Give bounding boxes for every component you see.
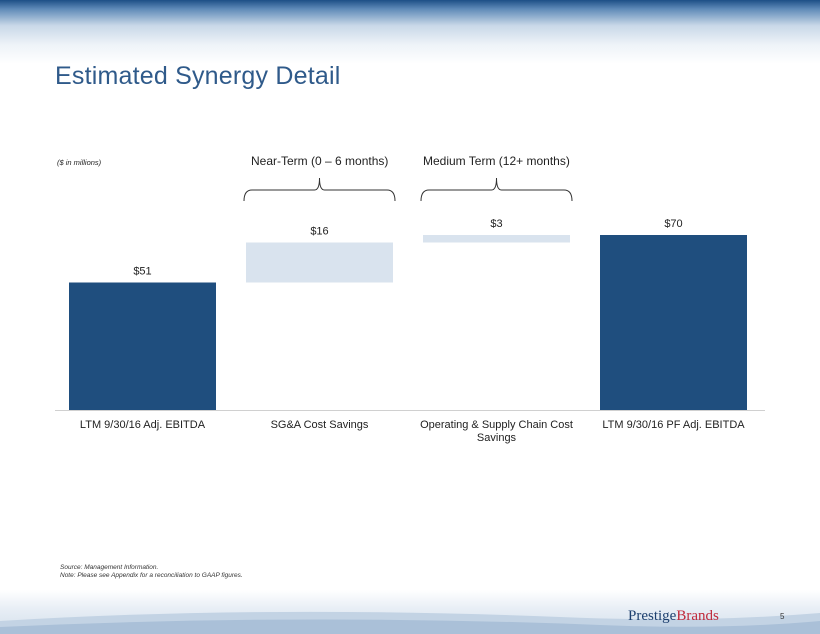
page-title: Estimated Synergy Detail — [55, 62, 341, 90]
x-category-label: SG&A Cost Savings — [270, 419, 369, 431]
bar-data-label: $51 — [133, 266, 151, 278]
logo-text-brands: Brands — [676, 608, 719, 624]
total-bar — [69, 282, 216, 410]
bar-data-label: $16 — [310, 226, 328, 238]
x-category-label: LTM 9/30/16 PF Adj. EBITDA — [602, 419, 745, 431]
bar-data-label: $70 — [664, 218, 682, 230]
source-footnote: Source: Management Information. — [60, 564, 159, 571]
header-gradient-band — [0, 0, 820, 64]
curly-bracket — [243, 177, 396, 202]
medium-term-bracket-label: Medium Term (12+ months) — [423, 154, 570, 168]
units-note: ($ in millions) — [57, 158, 102, 167]
bar-data-label: $3 — [490, 218, 502, 230]
x-category-label: Operating & Supply Chain Cost Savings — [420, 419, 573, 444]
increment-bar — [423, 235, 570, 243]
footer-swoosh — [0, 611, 820, 634]
curly-bracket — [420, 177, 573, 202]
prestige-brands-logo: PrestigeBrands — [628, 608, 719, 625]
total-bar — [600, 235, 747, 410]
increment-bar — [246, 242, 393, 283]
near-term-bracket-label: Near-Term (0 – 6 months) — [251, 154, 389, 168]
gaap-note-footnote: Note: Please see Appendix for a reconcil… — [60, 572, 243, 579]
page-number: 5 — [780, 612, 785, 621]
x-category-label: LTM 9/30/16 Adj. EBITDA — [79, 419, 206, 431]
logo-text-prestige: Prestige — [628, 608, 677, 624]
